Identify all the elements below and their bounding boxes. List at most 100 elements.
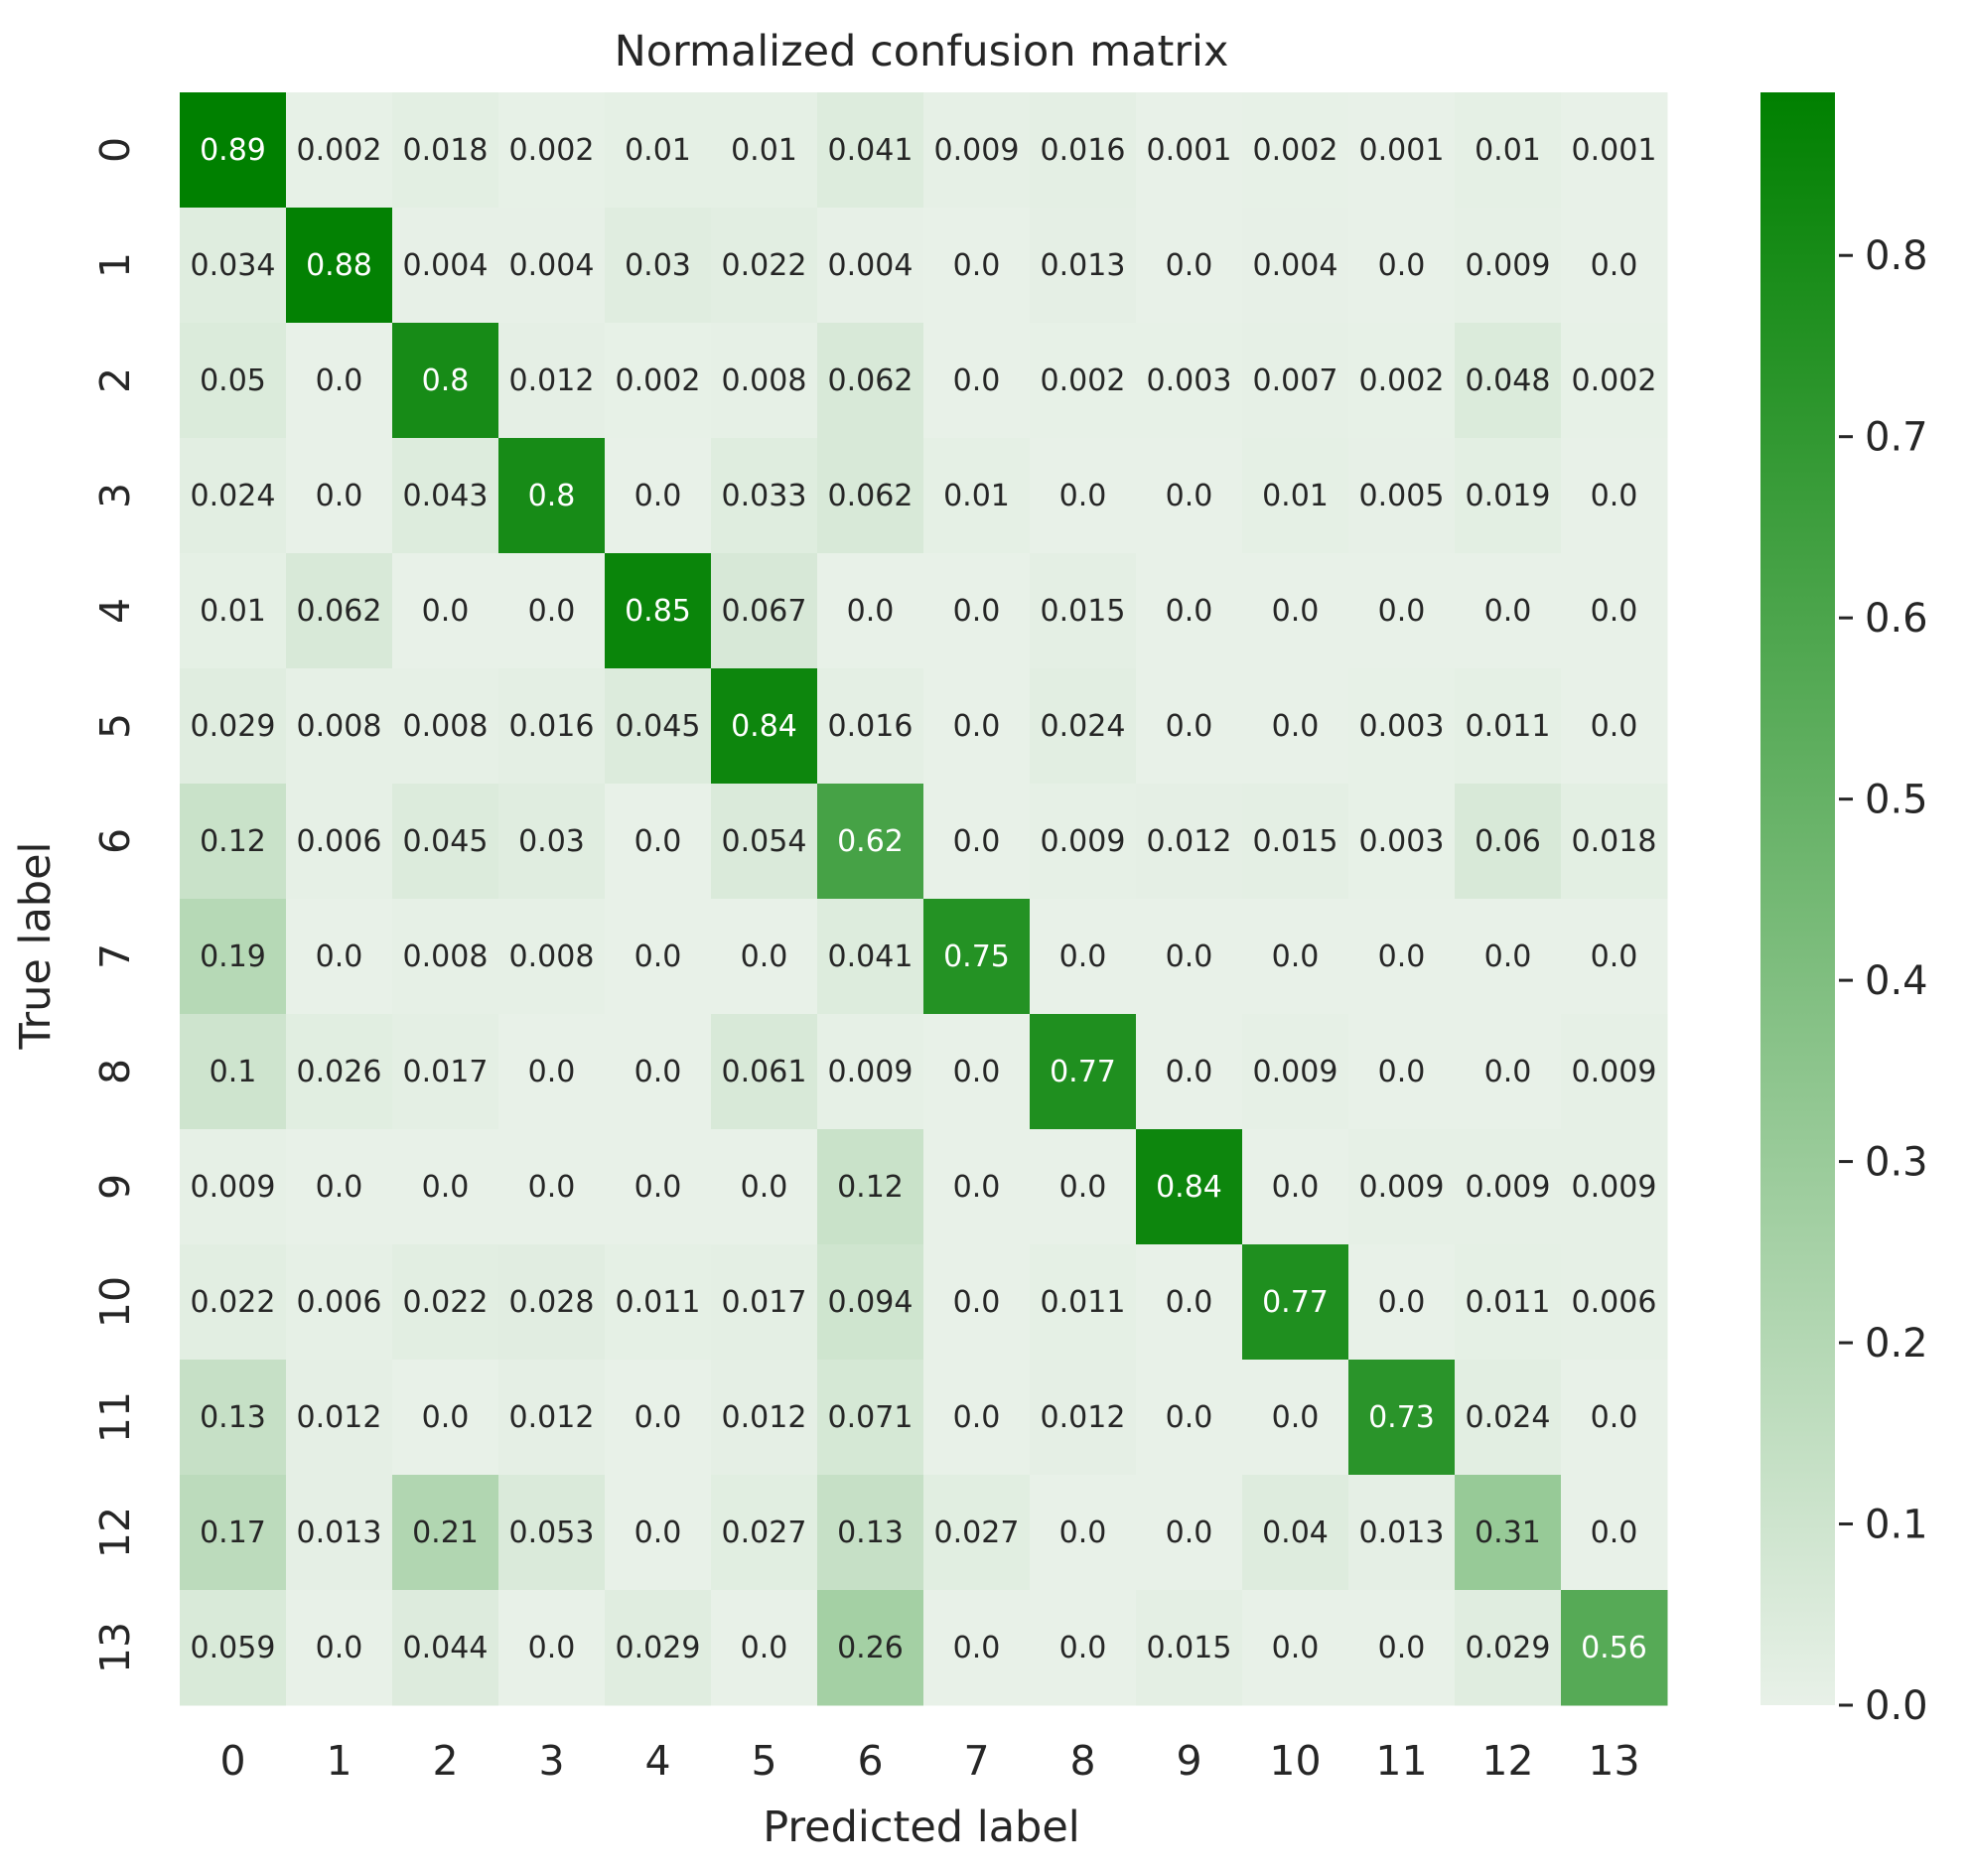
cell-value-label: 0.024 [1041,709,1126,744]
cell-value-label: 0.0 [953,709,1001,744]
cell-value-label: 0.0 [528,1055,576,1089]
cell-value-label: 0.005 [1359,479,1445,513]
heatmap-cell [1561,1475,1668,1591]
cell-value-label: 0.009 [934,133,1020,168]
cell-value-label: 0.13 [837,1515,904,1550]
heatmap-cell [817,92,924,209]
cell-value-label: 0.0 [528,1631,576,1665]
cell-value-label: 0.009 [1572,1055,1657,1089]
cell-value-label: 0.016 [828,709,914,744]
heatmap-cell [180,92,287,209]
cell-value-label: 0.0 [316,363,363,398]
cell-value-label: 0.75 [943,939,1010,974]
cell-value-label: 0.0 [1272,594,1320,629]
cell-value-label: 0.008 [297,709,382,744]
colorbar-tick-label: 0.8 [1865,233,1928,279]
cell-value-label: 0.012 [509,363,595,398]
heatmap-cell [286,784,393,900]
heatmap-cell [392,1129,499,1245]
cell-value-label: 0.006 [297,824,382,859]
heatmap-cell [1136,553,1243,669]
colorbar-tick-label: 0.3 [1865,1140,1928,1186]
cell-value-label: 0.017 [722,1285,807,1320]
heatmap-cell [498,1244,606,1361]
heatmap-cell [1136,899,1243,1015]
heatmap-cell [923,1244,1031,1361]
cell-value-label: 0.31 [1475,1515,1541,1550]
cell-value-label: 0.041 [828,133,914,168]
heatmap-cell [180,208,287,324]
heatmap-cell [1242,1129,1349,1245]
heatmap-cell [605,1475,712,1591]
cell-value-label: 0.0 [1378,1285,1426,1320]
cell-value-label: 0.0 [316,1170,363,1205]
heatmap-cell [923,323,1031,439]
cell-value-label: 0.012 [1041,1400,1126,1435]
x-tick-label: 7 [963,1737,989,1785]
heatmap-cell [1242,1014,1349,1130]
heatmap-cell [605,323,712,439]
heatmap-cell [180,1360,287,1476]
y-tick-label: 3 [91,483,139,508]
heatmap-cell [392,784,499,900]
heatmap-cell [498,553,606,669]
colorbar-ticks: 0.0 0.1 0.2 0.3 0.4 0.5 0.6 0.7 0.8 [1839,233,1928,1729]
cell-value-label: 0.0 [1166,594,1213,629]
cell-value-label: 0.071 [828,1400,914,1435]
heatmap-cell [1030,1590,1137,1706]
cell-value-label: 0.002 [1041,363,1126,398]
cell-value-label: 0.0 [1591,1515,1638,1550]
heatmap-cell [605,438,712,554]
colorbar-tick-label: 0.2 [1865,1321,1928,1367]
heatmap-cell [286,553,393,669]
heatmap-cell [498,1129,606,1245]
cell-value-label: 0.001 [1359,133,1445,168]
cell-value-label: 0.0 [953,824,1001,859]
heatmap-cell [1455,1244,1562,1361]
cell-value-label: 0.0 [1272,1170,1320,1205]
heatmap-cell [1348,668,1456,785]
colorbar-tick-label: 0.4 [1865,958,1928,1004]
heatmap-cell [1136,1014,1243,1130]
cell-value-label: 0.0 [634,1170,682,1205]
heatmap-cell [1348,1475,1456,1591]
heatmap-cell [286,1360,393,1476]
cell-value-label: 0.62 [837,824,904,859]
cell-value-label: 0.84 [1156,1170,1222,1205]
cell-value-label: 0.01 [625,133,691,168]
cell-value-label: 0.0 [422,594,470,629]
heatmap-cell [1030,553,1137,669]
heatmap-cell [1348,1014,1456,1130]
heatmap-cell [1136,1129,1243,1245]
cell-value-label: 0.009 [191,1170,276,1205]
cell-value-label: 0.0 [1591,709,1638,744]
cell-value-label: 0.01 [1475,133,1541,168]
cell-value-label: 0.009 [828,1055,914,1089]
cell-value-label: 0.12 [837,1170,904,1205]
cell-value-label: 0.0 [1272,1400,1320,1435]
heatmap-cell [392,899,499,1015]
cell-value-label: 0.009 [1041,824,1126,859]
x-tick-label: 11 [1375,1737,1427,1785]
heatmap-cell [1561,1244,1668,1361]
cell-value-label: 0.019 [1466,479,1551,513]
cell-value-label: 0.0 [1059,1631,1107,1665]
cell-value-label: 0.01 [1262,479,1329,513]
heatmap-cell [498,668,606,785]
y-tick-label: 5 [91,713,139,739]
cell-value-label: 0.0 [847,594,895,629]
cell-value-label: 0.004 [403,248,489,283]
heatmap-cell [286,899,393,1015]
heatmap-cell [1561,438,1668,554]
heatmap-cell [1348,208,1456,324]
heatmap-cell [392,1360,499,1476]
heatmap-cell [711,899,818,1015]
heatmap-cell [1455,553,1562,669]
cell-value-label: 0.009 [1359,1170,1445,1205]
y-tick-label: 0 [91,137,139,163]
cell-value-label: 0.043 [403,479,489,513]
heatmap-cell [1136,668,1243,785]
cell-value-label: 0.01 [200,594,266,629]
cell-value-label: 0.022 [191,1285,276,1320]
